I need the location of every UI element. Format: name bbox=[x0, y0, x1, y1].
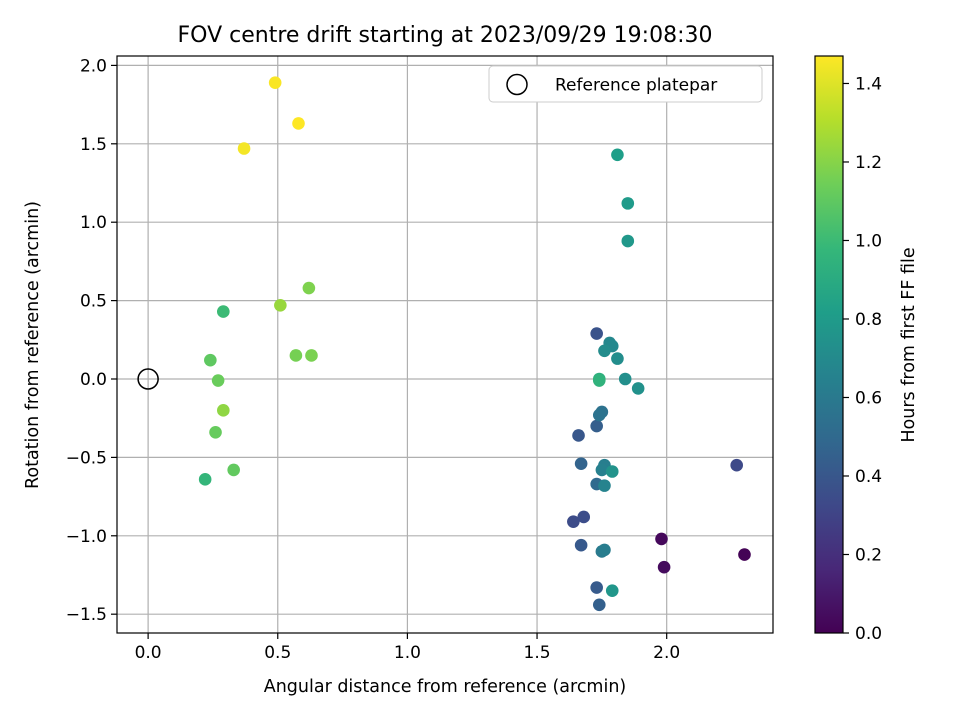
scatter-point bbox=[605, 465, 619, 478]
scatter-point bbox=[590, 419, 603, 433]
colorbar-tick-label: 1.0 bbox=[855, 231, 882, 251]
scatter-point bbox=[268, 76, 282, 89]
x-axis-label: Angular distance from reference (arcmin) bbox=[264, 677, 627, 697]
x-tick-label: 1.5 bbox=[524, 643, 551, 663]
scatter-point bbox=[198, 473, 212, 486]
scatter-point bbox=[655, 532, 668, 546]
colorbar-tick-label: 0.4 bbox=[855, 467, 882, 487]
legend-entry-reference: Reference platepar bbox=[555, 76, 717, 96]
colorbar-tick-label: 0.6 bbox=[855, 388, 882, 408]
scatter-point bbox=[305, 349, 318, 362]
plot-frame bbox=[116, 55, 774, 634]
colorbar-tick-label: 0.8 bbox=[855, 310, 882, 330]
scatter-point bbox=[598, 344, 611, 358]
y-axis-ticks: −1.5 −1.0 −0.5 0.0 0.5 1.0 1.5 2.0 bbox=[66, 56, 117, 625]
x-tick-label: 0.0 bbox=[135, 643, 162, 663]
colorbar-tick-label: 0.0 bbox=[855, 624, 882, 644]
grid-lines bbox=[117, 56, 773, 633]
scatter-point bbox=[592, 374, 606, 387]
scatter-point bbox=[595, 463, 609, 477]
y-tick-label: 0.0 bbox=[80, 370, 107, 390]
scatter-point bbox=[211, 374, 225, 387]
y-tick-label: 0.5 bbox=[80, 292, 107, 312]
colorbar-gradient bbox=[814, 55, 844, 634]
scatter-point bbox=[611, 148, 624, 162]
scatter-point bbox=[621, 197, 635, 210]
scatter-points bbox=[198, 76, 751, 612]
legend-reference-marker bbox=[506, 73, 528, 96]
y-tick-label: −1.0 bbox=[66, 527, 107, 547]
scatter-point bbox=[598, 543, 611, 557]
scatter-point bbox=[631, 382, 645, 395]
colorbar-ticks: 0.0 0.2 0.4 0.6 0.8 1.0 1.2 1.4 bbox=[843, 74, 882, 644]
legend-box bbox=[488, 65, 763, 103]
scatter-point bbox=[598, 479, 611, 492]
scatter-point bbox=[611, 352, 624, 365]
scatter-point bbox=[572, 429, 585, 442]
scatter-point bbox=[590, 581, 603, 594]
scatter-point bbox=[292, 117, 305, 130]
y-tick-label: 1.5 bbox=[80, 135, 107, 155]
chart-title: FOV centre drift starting at 2023/09/29 … bbox=[178, 23, 713, 48]
scatter-point bbox=[574, 457, 588, 470]
y-tick-label: −0.5 bbox=[66, 448, 107, 468]
colorbar-tick-label: 1.4 bbox=[855, 74, 882, 94]
colorbar: 0.0 0.2 0.4 0.6 0.8 1.0 1.2 1.4 Hours from firs… bbox=[814, 55, 919, 644]
scatter-point bbox=[657, 560, 671, 574]
scatter-point bbox=[577, 510, 591, 524]
scatter-point bbox=[605, 584, 619, 597]
scatter-point bbox=[217, 305, 230, 318]
scatter-point bbox=[621, 234, 635, 248]
legend: Reference platepar bbox=[488, 65, 763, 103]
scatter-point bbox=[730, 458, 743, 472]
scatter-point bbox=[237, 142, 251, 155]
scatter-point bbox=[274, 299, 287, 312]
scatter-point bbox=[590, 327, 603, 340]
x-tick-label: 2.0 bbox=[653, 643, 680, 663]
colorbar-tick-label: 0.2 bbox=[855, 545, 882, 565]
scatter-point bbox=[738, 548, 751, 561]
scatter-point bbox=[204, 353, 217, 367]
colorbar-label: Hours from first FF file bbox=[899, 247, 919, 442]
reference-marker bbox=[137, 368, 159, 390]
x-tick-label: 1.0 bbox=[394, 643, 421, 663]
scatter-point bbox=[592, 598, 606, 612]
scatter-point bbox=[227, 463, 240, 477]
scatter-point bbox=[217, 404, 230, 417]
scatter-point bbox=[574, 538, 588, 552]
colorbar-tick-label: 1.2 bbox=[855, 153, 882, 173]
y-tick-label: −1.5 bbox=[66, 605, 107, 625]
scatter-point bbox=[302, 281, 316, 295]
y-tick-label: 1.0 bbox=[80, 213, 107, 233]
y-axis-label: Rotation from reference (arcmin) bbox=[23, 201, 43, 489]
scatter-point bbox=[289, 349, 303, 362]
x-tick-label: 0.5 bbox=[264, 643, 291, 663]
y-tick-label: 2.0 bbox=[80, 56, 107, 76]
scatter-point bbox=[209, 426, 222, 439]
scatter-point bbox=[618, 372, 632, 386]
scatter-point bbox=[592, 408, 606, 422]
x-axis-ticks: 0.0 0.5 1.0 1.5 2.0 bbox=[135, 633, 680, 663]
scatter-point bbox=[567, 515, 580, 528]
